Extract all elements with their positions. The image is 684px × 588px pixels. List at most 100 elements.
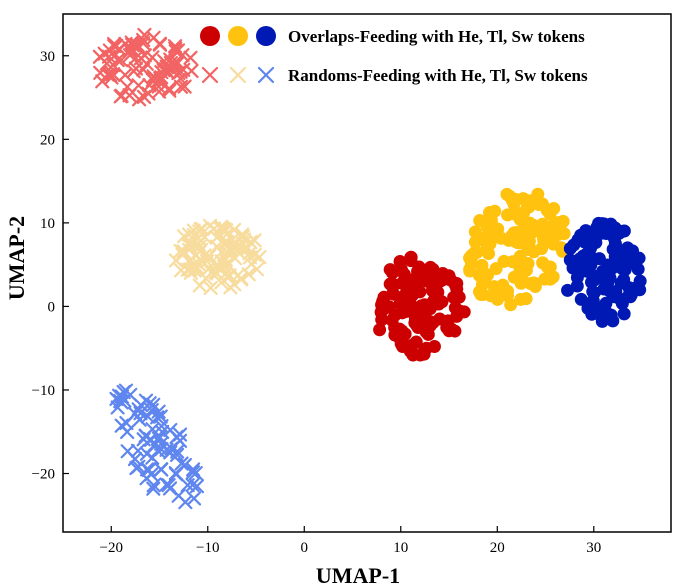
y-tick-label: −20 — [32, 467, 55, 483]
point-overlaps-tl — [483, 219, 497, 233]
point-randoms-tl — [191, 240, 207, 255]
point-randoms-sw — [172, 427, 188, 442]
legend-label: Randoms-Feeding with He, Tl, Sw tokens — [288, 66, 588, 85]
point-overlaps-sw — [624, 288, 638, 302]
point-randoms-he — [152, 37, 168, 52]
point-randoms-he — [175, 48, 190, 63]
point-randoms-he — [128, 61, 144, 76]
point-overlaps-tl — [473, 214, 487, 228]
legend: Overlaps-Feeding with He, Tl, Sw tokens R… — [200, 26, 588, 85]
point-randoms-sw — [159, 477, 174, 492]
point-overlaps-sw — [590, 304, 604, 318]
point-overlaps-tl — [478, 274, 492, 288]
point-overlaps-tl — [535, 197, 549, 211]
point-randoms-tl — [209, 259, 224, 274]
point-overlaps-he — [373, 323, 387, 337]
point-overlaps-he — [406, 348, 420, 362]
point-randoms-he — [173, 79, 189, 94]
y-tick-label: −10 — [32, 383, 55, 399]
point-randoms-tl — [203, 280, 218, 296]
point-randoms-tl — [191, 257, 206, 272]
point-overlaps-he — [396, 340, 410, 354]
point-overlaps-he — [433, 274, 447, 288]
x-axis-title: UMAP-1 — [316, 563, 400, 588]
x-tick-label: 20 — [490, 540, 505, 556]
point-randoms-tl — [202, 218, 218, 233]
point-randoms-tl — [175, 247, 190, 262]
point-randoms-sw — [180, 478, 195, 493]
point-overlaps-sw — [579, 247, 593, 261]
point-overlaps-he — [417, 347, 431, 361]
point-overlaps-sw — [570, 271, 584, 285]
axis-ticks: −20 −10 0 10 20 30 −20 −10 0 10 20 30 — [32, 49, 602, 556]
point-randoms-he — [162, 83, 177, 98]
plot-frame — [62, 13, 672, 533]
point-randoms-sw — [185, 477, 200, 493]
point-overlaps-tl — [513, 262, 527, 276]
point-overlaps-sw — [617, 273, 631, 287]
point-overlaps-tl — [475, 258, 489, 272]
point-overlaps-tl — [543, 207, 557, 221]
point-randoms-sw — [139, 471, 154, 486]
point-overlaps-he — [405, 338, 419, 352]
point-overlaps-sw — [563, 253, 577, 267]
legend-x-marker — [257, 66, 275, 84]
point-randoms-he — [160, 65, 175, 80]
point-randoms-sw — [159, 442, 174, 457]
point-randoms-he — [145, 72, 160, 88]
point-randoms-tl — [214, 275, 229, 290]
scatter-points — [92, 27, 647, 510]
point-randoms-tl — [219, 244, 234, 259]
point-overlaps-tl — [536, 230, 550, 244]
point-overlaps-sw — [579, 224, 593, 238]
point-overlaps-tl — [522, 216, 536, 230]
x-tick-label: −20 — [100, 540, 123, 556]
point-randoms-tl — [183, 262, 198, 277]
point-randoms-sw — [146, 397, 161, 412]
point-overlaps-tl — [514, 292, 528, 306]
point-randoms-he — [173, 64, 188, 79]
point-randoms-he — [183, 50, 198, 65]
point-overlaps-sw — [633, 274, 647, 288]
point-overlaps-sw — [588, 269, 602, 283]
point-randoms-he — [114, 53, 129, 68]
point-overlaps-he — [441, 314, 455, 328]
point-randoms-sw — [174, 456, 189, 471]
point-randoms-tl — [214, 245, 229, 260]
point-randoms-sw — [145, 450, 160, 465]
point-overlaps-he — [423, 319, 437, 333]
point-overlaps-tl — [543, 260, 557, 274]
point-randoms-he — [120, 79, 135, 94]
point-randoms-tl — [186, 228, 202, 243]
point-overlaps-tl — [528, 279, 542, 293]
point-randoms-sw — [130, 443, 146, 458]
point-randoms-tl — [215, 221, 230, 236]
point-overlaps-tl — [536, 217, 550, 231]
point-overlaps-tl — [494, 231, 508, 245]
point-overlaps-tl — [468, 245, 482, 259]
point-overlaps-sw — [621, 241, 635, 255]
point-overlaps-tl — [543, 272, 557, 286]
point-overlaps-he — [420, 274, 434, 288]
legend-x-marker — [229, 66, 247, 84]
point-randoms-sw — [118, 383, 134, 398]
point-randoms-sw — [138, 428, 153, 443]
x-tick-label: 0 — [301, 540, 309, 556]
point-randoms-he — [146, 69, 161, 84]
y-axis-title: UMAP-2 — [4, 216, 29, 300]
point-overlaps-he — [423, 260, 437, 274]
point-randoms-sw — [150, 410, 165, 425]
point-overlaps-tl — [489, 290, 503, 304]
point-randoms-sw — [154, 419, 169, 434]
point-overlaps-he — [442, 324, 456, 338]
point-overlaps-sw — [615, 261, 629, 275]
point-overlaps-he — [454, 304, 468, 318]
point-randoms-sw — [168, 466, 183, 481]
point-overlaps-tl — [507, 197, 521, 211]
point-randoms-he — [136, 89, 152, 105]
point-overlaps-he — [386, 286, 400, 300]
point-randoms-he — [137, 48, 152, 63]
point-overlaps-tl — [483, 206, 497, 220]
point-randoms-sw — [153, 462, 169, 477]
